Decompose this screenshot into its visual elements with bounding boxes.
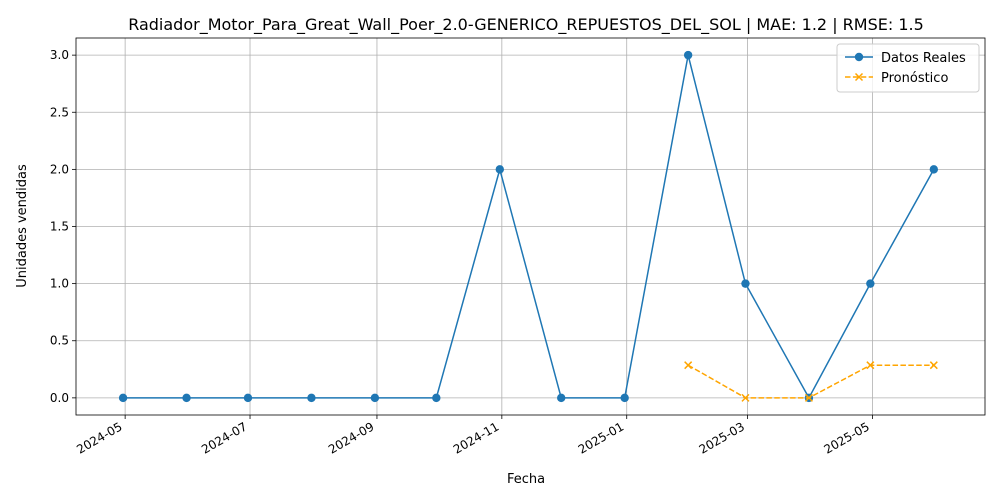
data-point — [929, 361, 938, 370]
data-point — [741, 393, 750, 402]
data-point — [182, 393, 191, 403]
y-tick-label: 1.5 — [50, 220, 69, 234]
data-point — [495, 165, 504, 174]
legend-label-datos-reales: Datos Reales — [881, 51, 966, 66]
data-point — [804, 393, 813, 402]
series-pronostico — [684, 361, 938, 402]
series-line-datos-reales — [123, 54, 935, 400]
data-point — [118, 393, 128, 403]
legend-label-pronostico: Pronóstico — [881, 71, 948, 86]
y-tick-label: 0.5 — [50, 334, 69, 348]
data-point — [866, 279, 875, 288]
y-tick-label: 2.5 — [50, 105, 69, 119]
chart-title: Radiador_Motor_Para_Great_Wall_Poer_2.0-… — [128, 15, 924, 35]
data-point — [866, 361, 875, 370]
data-point — [243, 393, 253, 403]
y-axis-label: Unidades vendidas — [15, 164, 30, 288]
data-point — [929, 165, 939, 174]
series-layer — [118, 50, 939, 403]
data-point — [307, 393, 316, 403]
y-tick-label: 3.0 — [50, 48, 69, 62]
y-tick-label: 1.0 — [50, 277, 69, 291]
y-axis: 0.0 0.5 1.0 1.5 2.0 2.5 3.0 — [50, 48, 76, 405]
data-point — [432, 393, 441, 403]
data-point — [370, 393, 380, 403]
y-tick-label: 2.0 — [50, 162, 69, 176]
data-point — [741, 279, 750, 288]
data-point — [557, 393, 566, 403]
legend-box — [836, 43, 980, 93]
legend: Datos Reales Pronóstico — [836, 43, 980, 93]
data-point — [684, 361, 693, 370]
x-axis-label: Fecha — [507, 472, 545, 487]
data-point — [620, 393, 629, 403]
data-point — [683, 50, 693, 60]
y-tick-label: 0.0 — [50, 391, 69, 405]
legend-marker-pronostico — [854, 72, 864, 82]
legend-marker-datos-reales — [854, 52, 864, 62]
